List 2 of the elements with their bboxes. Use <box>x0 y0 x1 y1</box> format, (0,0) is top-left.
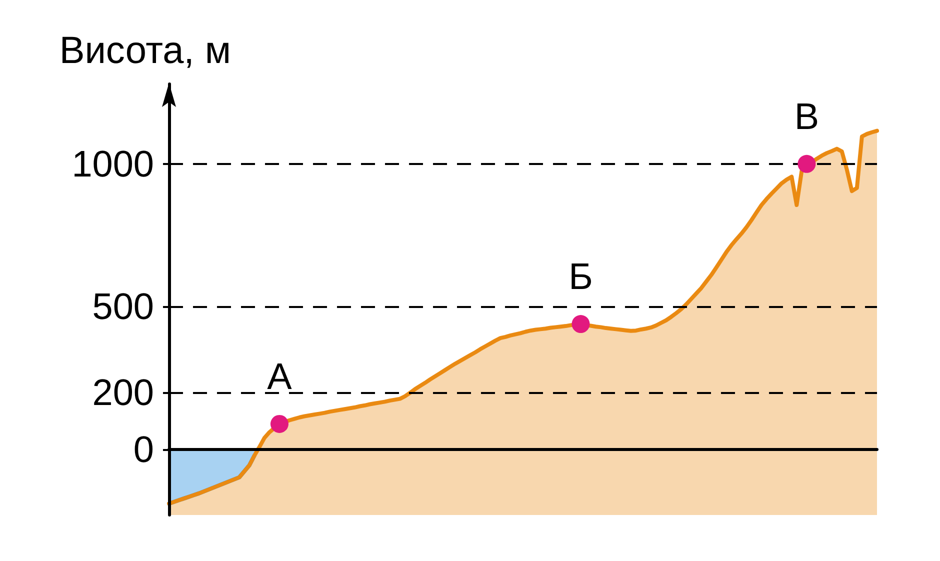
y-tick-label: 0 <box>133 428 154 470</box>
point <box>270 414 288 433</box>
